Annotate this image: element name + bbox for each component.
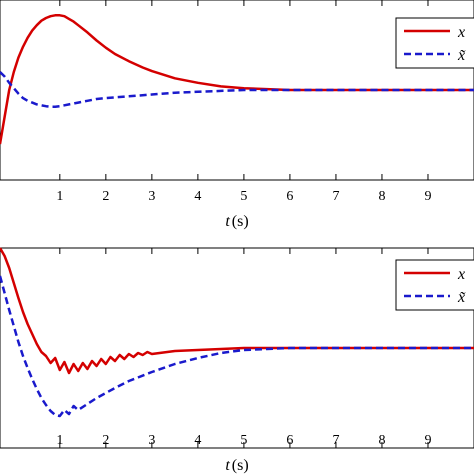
bottom-series-group: [0, 247, 474, 418]
bottom-x-tick-label-7: 7: [332, 433, 339, 448]
top-x-tick-label-8: 8: [378, 189, 385, 204]
top-x-tick-label-6: 6: [286, 189, 293, 204]
top-legend-label-x: x: [457, 24, 465, 41]
top-x-tick-label-9: 9: [424, 189, 431, 204]
top-series-line-xtilde: [0, 71, 474, 108]
bottom-legend: x x̃: [395, 259, 474, 311]
top-x-axis-unit: (s): [232, 213, 249, 230]
bottom-x-tick-label-2: 2: [102, 433, 109, 448]
bottom-x-tick-label-8: 8: [378, 433, 385, 448]
bottom-legend-label-xtilde: x̃: [457, 289, 466, 306]
top-series-line-x: [0, 14, 474, 145]
bottom-plot-panel: 1 2 3 4 5 6 7 8 9 x x̃ t (s): [0, 247, 474, 474]
bottom-x-tick-label-1: 1: [56, 433, 63, 448]
top-legend-box: [395, 17, 474, 69]
bottom-series-line-x: [0, 247, 474, 375]
top-plot-frame: [0, 0, 474, 181]
top-x-tick-label-5: 5: [240, 189, 247, 204]
top-series-group: [0, 14, 474, 145]
bottom-legend-box: [395, 259, 474, 311]
top-legend-label-xtilde: x̃: [457, 47, 466, 64]
top-x-tick-label-3: 3: [148, 189, 155, 204]
bottom-x-ticks: 1 2 3 4 5 6 7 8 9: [56, 248, 431, 448]
top-plot-panel: 1 2 3 4 5 6 7 8 9 x x̃ t (s): [0, 0, 474, 230]
bottom-plot-frame: [0, 247, 474, 449]
top-x-tick-label-1: 1: [56, 189, 63, 204]
bottom-x-tick-label-3: 3: [148, 433, 155, 448]
bottom-x-tick-label-9: 9: [424, 433, 431, 448]
bottom-series-line-xtilde: [0, 275, 474, 418]
bottom-x-tick-label-4: 4: [194, 433, 201, 448]
bottom-x-axis-unit: (s): [232, 457, 249, 474]
bottom-x-axis-var: t: [225, 457, 230, 474]
bottom-x-tick-label-5: 5: [240, 433, 247, 448]
top-x-axis-label: t (s): [225, 213, 248, 230]
bottom-legend-label-x: x: [457, 266, 465, 283]
top-x-axis-var: t: [225, 213, 230, 230]
bottom-x-axis-label: t (s): [225, 457, 248, 474]
top-x-ticks: 1 2 3 4 5 6 7 8 9: [56, 0, 431, 204]
bottom-x-tick-label-6: 6: [286, 433, 293, 448]
top-x-tick-label-7: 7: [332, 189, 339, 204]
top-x-tick-label-4: 4: [194, 189, 201, 204]
top-x-tick-label-2: 2: [102, 189, 109, 204]
top-legend: x x̃: [395, 17, 474, 69]
